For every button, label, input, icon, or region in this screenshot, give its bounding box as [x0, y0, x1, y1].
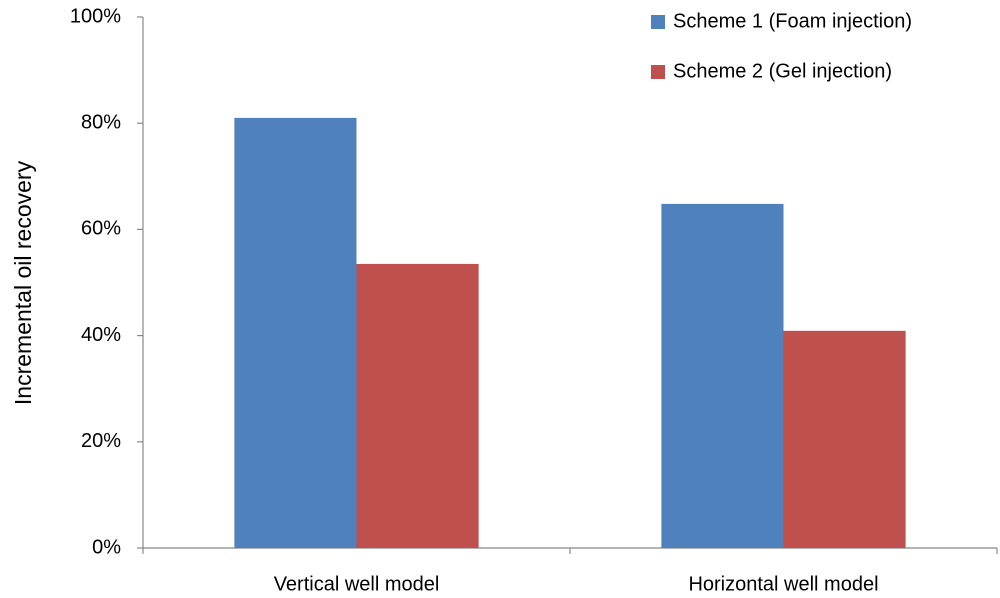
legend-swatch	[651, 65, 665, 79]
x-tick-label: Horizontal well model	[688, 573, 878, 595]
y-tick-label: 0%	[92, 536, 121, 558]
legend-label: Scheme 2 (Gel injection)	[673, 60, 892, 82]
y-tick-label: 60%	[81, 218, 121, 240]
legend-swatch	[651, 15, 665, 29]
bar	[783, 330, 906, 548]
y-tick-label: 100%	[70, 5, 121, 27]
y-tick-label: 80%	[81, 111, 121, 133]
y-tick-label: 40%	[81, 324, 121, 346]
bar	[356, 263, 479, 548]
y-axis-label: Incremental oil recovery	[10, 160, 36, 405]
x-tick-label: Vertical well model	[274, 573, 440, 595]
bar	[234, 117, 357, 548]
y-tick-label: 20%	[81, 430, 121, 452]
bar	[661, 203, 784, 549]
legend-label: Scheme 1 (Foam injection)	[673, 10, 912, 32]
